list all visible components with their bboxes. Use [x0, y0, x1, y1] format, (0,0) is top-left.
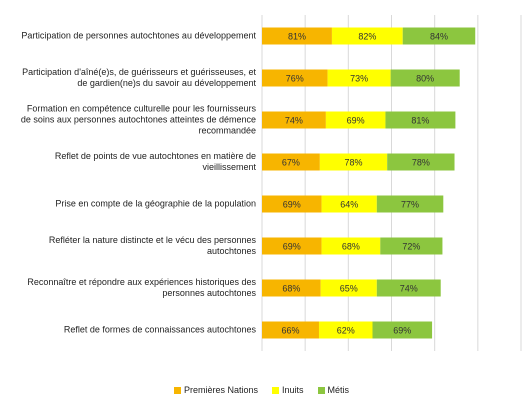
- value-label: 82%: [358, 31, 376, 41]
- value-label: 74%: [400, 283, 418, 293]
- bar-segment: [262, 279, 321, 297]
- value-label: 67%: [282, 157, 300, 167]
- bar-segment: [262, 321, 319, 339]
- bar-segment: [321, 195, 377, 213]
- category-label: Participation d'aîné(e)s, de guérisseurs…: [22, 67, 256, 88]
- bar-segment: [325, 111, 386, 129]
- value-label: 65%: [340, 283, 358, 293]
- legend-label: Métis: [327, 385, 350, 395]
- bar-segment: [320, 279, 377, 297]
- value-label: 69%: [283, 241, 301, 251]
- bar-segment: [327, 69, 391, 87]
- category-label: Participation de personnes autochtones a…: [21, 30, 256, 41]
- value-label: 69%: [393, 325, 411, 335]
- bar-segment: [380, 237, 443, 255]
- legend: Premières Nations Inuits Métis: [0, 385, 523, 395]
- bar-segment: [376, 195, 444, 213]
- legend-swatch: [173, 386, 181, 394]
- value-label: 74%: [285, 115, 303, 125]
- bar-segment: [262, 195, 322, 213]
- bar-segment: [390, 69, 460, 87]
- category-label: Reflet de points de vue autochtones en m…: [54, 151, 256, 172]
- category-label: Reconnaître et répondre aux expériences …: [27, 277, 256, 298]
- bar-segment: [372, 321, 433, 339]
- value-label: 64%: [340, 199, 358, 209]
- value-label: 78%: [412, 157, 430, 167]
- legend-swatch: [272, 386, 279, 394]
- bar-segment: [387, 153, 455, 171]
- bar-segment: [319, 153, 388, 171]
- category-label: Formation en compétence culturelle pour …: [20, 103, 256, 136]
- legend-label: Premières Nations: [183, 385, 258, 395]
- legend-item: Premières Nations: [173, 385, 258, 395]
- legend-item: Inuits: [272, 385, 304, 395]
- bar-segment: [385, 111, 456, 129]
- value-label: 69%: [347, 115, 365, 125]
- value-label: 84%: [430, 31, 448, 41]
- value-label: 72%: [402, 241, 420, 251]
- legend-swatch: [317, 386, 325, 394]
- bar-segment: [262, 237, 322, 255]
- value-label: 81%: [411, 115, 429, 125]
- value-label: 66%: [281, 325, 299, 335]
- value-label: 69%: [283, 199, 301, 209]
- bar-segment: [262, 27, 332, 45]
- legend-item: Métis: [317, 385, 350, 395]
- legend-label: Inuits: [282, 385, 304, 395]
- bar-segment: [331, 27, 403, 45]
- category-label: Prise en compte de la géographie de la p…: [55, 198, 256, 209]
- bar-segment: [376, 279, 441, 297]
- value-label: 76%: [286, 73, 304, 83]
- bar-segment: [318, 321, 373, 339]
- bar-segment: [262, 153, 320, 171]
- value-label: 73%: [350, 73, 368, 83]
- value-label: 80%: [416, 73, 434, 83]
- value-label: 68%: [282, 283, 300, 293]
- value-label: 78%: [345, 157, 363, 167]
- category-label: Refléter la nature distincte et le vécu …: [48, 235, 256, 256]
- value-label: 77%: [401, 199, 419, 209]
- bar-segment: [402, 27, 476, 45]
- value-label: 68%: [342, 241, 360, 251]
- value-label: 81%: [288, 31, 306, 41]
- category-label: Reflet de formes de connaissances autoch…: [63, 324, 256, 335]
- bar-segment: [262, 69, 328, 87]
- bar-segment: [262, 111, 326, 129]
- value-label: 62%: [337, 325, 355, 335]
- bar-segment: [321, 237, 381, 255]
